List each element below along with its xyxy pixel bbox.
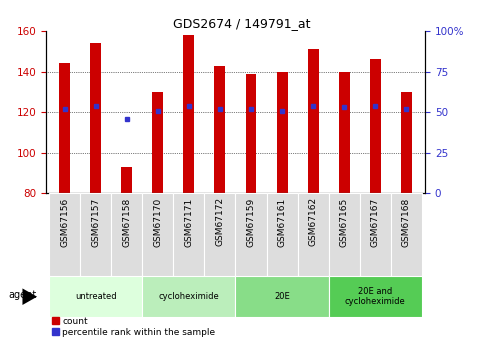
Polygon shape	[22, 288, 37, 305]
Bar	[111, 193, 142, 276]
Bar	[49, 276, 142, 317]
Text: untreated: untreated	[75, 292, 116, 301]
Text: GSM67162: GSM67162	[309, 197, 318, 246]
Bar	[339, 71, 350, 193]
Bar	[245, 73, 256, 193]
Bar	[142, 276, 236, 317]
Bar	[142, 193, 173, 276]
Bar	[90, 43, 101, 193]
Text: GSM67157: GSM67157	[91, 197, 100, 247]
Text: GSM67158: GSM67158	[122, 197, 131, 247]
Bar	[152, 92, 163, 193]
Bar	[236, 276, 329, 317]
Bar	[49, 193, 80, 276]
Text: GSM67171: GSM67171	[185, 197, 193, 247]
Bar	[329, 276, 422, 317]
Bar	[236, 193, 267, 276]
Bar	[401, 92, 412, 193]
Bar	[173, 193, 204, 276]
Bar	[277, 71, 287, 193]
Text: GSM67168: GSM67168	[402, 197, 411, 247]
Text: GSM67167: GSM67167	[371, 197, 380, 247]
Legend: count, percentile rank within the sample: count, percentile rank within the sample	[48, 314, 219, 341]
Bar	[360, 193, 391, 276]
Text: GSM67170: GSM67170	[153, 197, 162, 247]
Bar	[308, 49, 319, 193]
Bar	[329, 193, 360, 276]
Bar	[267, 193, 298, 276]
Bar	[391, 193, 422, 276]
Bar	[59, 63, 70, 193]
Text: cycloheximide: cycloheximide	[158, 292, 219, 301]
Text: 20E: 20E	[274, 292, 290, 301]
Text: GSM67159: GSM67159	[246, 197, 256, 247]
Text: GSM67165: GSM67165	[340, 197, 349, 247]
Text: GSM67156: GSM67156	[60, 197, 69, 247]
Bar	[80, 193, 111, 276]
Text: GSM67172: GSM67172	[215, 197, 225, 246]
Bar	[121, 167, 132, 193]
Bar	[204, 193, 236, 276]
Bar	[298, 193, 329, 276]
Bar	[184, 35, 194, 193]
Bar	[214, 66, 226, 193]
Text: agent: agent	[8, 290, 36, 300]
Bar	[370, 59, 381, 193]
Text: GDS2674 / 149791_at: GDS2674 / 149791_at	[173, 17, 310, 30]
Text: 20E and
cycloheximide: 20E and cycloheximide	[345, 287, 406, 306]
Text: GSM67161: GSM67161	[278, 197, 286, 247]
